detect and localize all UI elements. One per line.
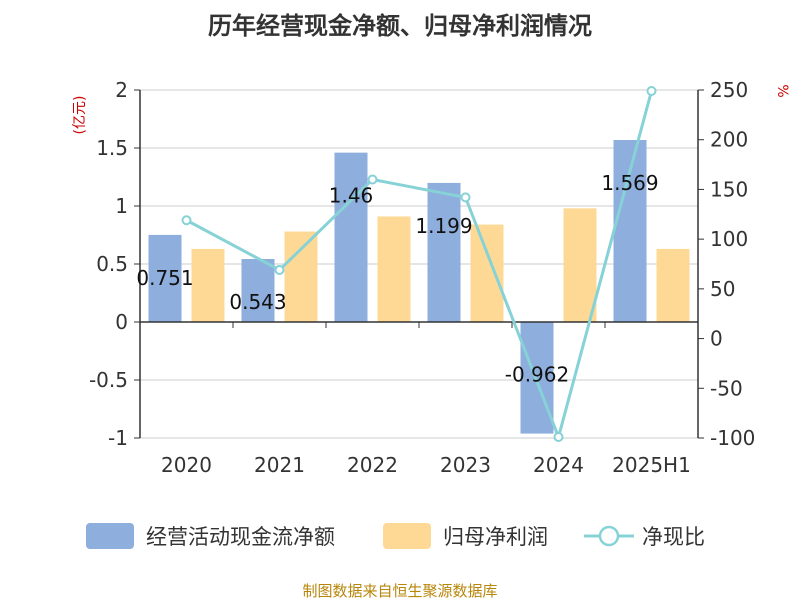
net-profit-bar [470, 224, 504, 322]
right-axis-tick-label: 250 [710, 78, 748, 102]
category-label: 2023 [440, 453, 491, 477]
axes: -1 -0.5 0 0.5 1 1.5 2 -100 -50 0 50 100 150 200 250 202… [89, 78, 755, 477]
ratio-line-path [185, 90, 653, 442]
cash-flow-data-label: -0.962 [505, 363, 569, 387]
legend-label-ratio: 净现比 [642, 525, 705, 549]
cash-flow-bar [427, 182, 461, 322]
right-axis-tick-label: 0 [710, 327, 723, 351]
ratio-point [553, 432, 564, 443]
ratio-line [181, 85, 657, 443]
right-axis-unit: % [774, 84, 790, 97]
bars [148, 139, 690, 434]
category-label: 2021 [254, 453, 305, 477]
net-profit-bar [656, 248, 690, 322]
left-axis-tick-label: -0.5 [89, 368, 128, 392]
legend-swatch-net-profit [383, 523, 431, 549]
cash-flow-data-label: 0.751 [136, 266, 193, 290]
left-axis-unit: (亿元) [72, 96, 88, 135]
legend-swatch-cash-flow [86, 523, 134, 549]
left-axis-tick-label: 1.5 [96, 136, 128, 160]
legend[interactable]: 经营活动现金流净额 归母净利润 净现比 [86, 523, 705, 549]
left-axis-tick-label: 0.5 [96, 252, 128, 276]
net-profit-bar [377, 216, 411, 322]
source-note: 制图数据来自恒生聚源数据库 [302, 582, 497, 600]
cash-flow-bar [148, 234, 182, 322]
right-axis-tick-label: -100 [710, 426, 755, 450]
category-label: 2020 [161, 453, 212, 477]
ratio-point [460, 192, 471, 203]
cash-flow-data-label: 1.569 [601, 171, 658, 195]
ratio-point [274, 264, 285, 275]
cash-flow-bar [334, 152, 368, 322]
left-axis-tick-label: 2 [115, 78, 128, 102]
left-axis-tick-label: 1 [115, 194, 128, 218]
ratio-point [181, 215, 192, 226]
right-axis-tick-label: 100 [710, 227, 748, 251]
left-axis-tick-label: 0 [115, 310, 128, 334]
ratio-point [646, 85, 657, 96]
category-label: 2025H1 [612, 453, 691, 477]
net-profit-bar [563, 208, 597, 322]
cash-flow-data-label: 0.543 [229, 290, 286, 314]
net-profit-bar [191, 248, 225, 322]
legend-swatch-ratio-marker [598, 525, 620, 547]
cash-flow-bar [241, 259, 275, 322]
left-axis-tick-label: -1 [108, 426, 128, 450]
data-labels: 0.751 0.543 1.46 1.199 -0.962 1.569 [136, 171, 658, 387]
cash-flow-data-label: 1.46 [329, 184, 374, 208]
category-label: 2024 [533, 453, 584, 477]
category-label: 2022 [347, 453, 398, 477]
right-axis-tick-label: 150 [710, 177, 748, 201]
right-axis-tick-label: -50 [710, 376, 743, 400]
ratio-point [367, 174, 378, 185]
cash-flow-data-label: 1.199 [415, 214, 472, 238]
legend-label-net-profit: 归母净利润 [443, 525, 548, 549]
net-profit-bar [284, 231, 318, 322]
right-axis-tick-label: 50 [710, 277, 735, 301]
legend-label-cash-flow: 经营活动现金流净额 [146, 525, 335, 549]
chart-title: 历年经营现金净额、归母净利润情况 [208, 12, 592, 40]
right-axis-tick-label: 200 [710, 128, 748, 152]
